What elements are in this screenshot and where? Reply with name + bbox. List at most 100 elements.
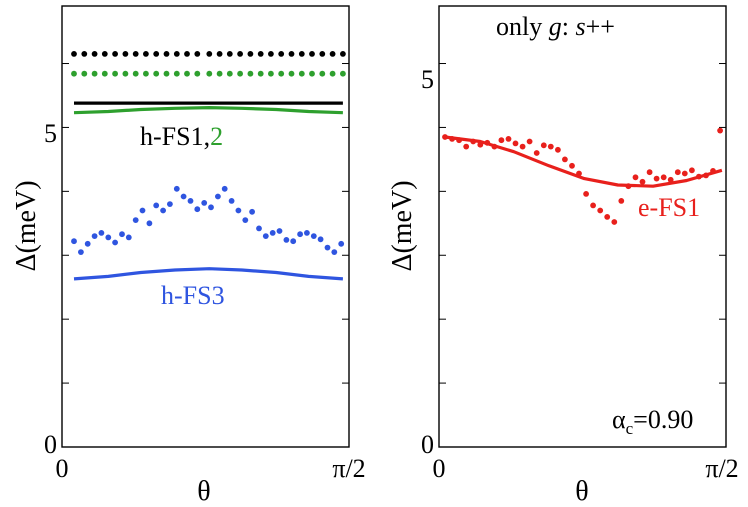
left-point-blue-dotted-h-fs3-discrete-24	[235, 207, 242, 214]
left-point-black-dotted-h-fs1-discrete-25	[329, 51, 336, 57]
right-point-red-dotted-e-fs1-discrete-17	[562, 156, 568, 163]
left-point-green-dotted-h-fs2-discrete-24	[319, 70, 326, 77]
left-point-green-dotted-h-fs2-discrete-15	[226, 70, 233, 77]
right-point-red-dotted-e-fs1-discrete-21	[590, 202, 596, 209]
right-y-axis-label: Δ(meV)	[387, 180, 418, 271]
left-point-blue-dotted-h-fs3-discrete-23	[228, 198, 235, 204]
right-ytick-label-0: 0	[421, 430, 434, 459]
right-x-axis-label: θ	[575, 476, 588, 507]
left-point-black-dotted-h-fs1-discrete-16	[237, 51, 244, 57]
title-part-colon: :	[562, 12, 576, 41]
left-point-green-dotted-h-fs2-discrete-25	[329, 70, 336, 77]
right-point-red-dotted-e-fs1-discrete-35	[689, 167, 695, 174]
left-point-blue-dotted-h-fs3-discrete-13	[160, 207, 167, 214]
left-point-black-dotted-h-fs1-discrete-24	[319, 51, 326, 57]
alpha-subscript: c	[626, 419, 634, 438]
label-h-fs1-text: h-FS1,	[140, 122, 210, 151]
left-point-black-dotted-h-fs1-discrete-9	[163, 51, 170, 57]
right-point-red-dotted-e-fs1-discrete-10	[512, 140, 519, 147]
left-point-green-dotted-h-fs2-discrete-21	[288, 70, 295, 77]
right-point-red-dotted-e-fs1-discrete-22	[597, 207, 604, 214]
left-point-black-dotted-h-fs1-discrete-13	[206, 51, 213, 57]
right-point-red-dotted-e-fs1-discrete-8	[498, 137, 505, 144]
left-point-blue-dotted-h-fs3-discrete-4	[98, 230, 105, 236]
left-point-black-dotted-h-fs1-discrete-22	[298, 51, 305, 57]
left-point-black-dotted-h-fs1-discrete-20	[278, 51, 285, 57]
left-point-blue-dotted-h-fs3-discrete-27	[256, 225, 262, 232]
left-point-blue-dotted-h-fs3-discrete-1	[78, 249, 84, 256]
left-point-blue-dotted-h-fs3-discrete-33	[297, 231, 303, 238]
left-point-blue-dotted-h-fs3-discrete-32	[290, 238, 297, 245]
right-point-red-dotted-e-fs1-discrete-15	[547, 143, 554, 150]
alpha-symbol: α	[612, 405, 626, 434]
title-part-g: g	[549, 12, 562, 41]
left-point-green-dotted-h-fs2-discrete-19	[268, 70, 274, 77]
left-point-blue-dotted-h-fs3-discrete-38	[331, 249, 338, 256]
left-point-blue-dotted-h-fs3-discrete-19	[201, 200, 208, 206]
left-point-green-dotted-h-fs2-discrete-1	[81, 70, 88, 77]
alpha-value: =0.90	[633, 405, 693, 434]
left-point-blue-dotted-h-fs3-discrete-25	[242, 217, 249, 224]
left-point-black-dotted-h-fs1-discrete-10	[173, 51, 180, 57]
right-point-red-dotted-e-fs1-discrete-14	[540, 142, 547, 149]
left-point-blue-dotted-h-fs3-discrete-35	[310, 233, 317, 240]
left-line-h-fs2	[73, 105, 343, 115]
left-point-blue-dotted-h-fs3-discrete-16	[180, 193, 187, 200]
left-point-blue-dotted-h-fs3-discrete-15	[173, 185, 180, 192]
left-point-green-dotted-h-fs2-discrete-11	[184, 70, 190, 77]
left-y-ticks	[62, 63, 349, 448]
left-point-blue-dotted-h-fs3-discrete-21	[215, 193, 221, 200]
right-point-red-dotted-e-fs1-discrete-27	[632, 174, 639, 181]
left-point-green-dotted-h-fs2-discrete-10	[173, 70, 180, 77]
left-point-black-dotted-h-fs1-discrete-17	[247, 51, 254, 57]
right-point-red-dotted-e-fs1-discrete-23	[604, 214, 611, 220]
left-point-blue-dotted-h-fs3-discrete-39	[338, 240, 345, 247]
left-point-green-dotted-h-fs2-discrete-7	[143, 70, 149, 77]
right-xtick-label-0: 0	[433, 454, 446, 483]
left-point-green-dotted-h-fs2-discrete-4	[112, 70, 118, 77]
right-point-red-dotted-e-fs1-discrete-28	[639, 178, 646, 185]
left-point-blue-dotted-h-fs3-discrete-10	[139, 207, 146, 214]
left-point-blue-dotted-h-fs3-discrete-3	[91, 233, 98, 240]
label-h-fs3: h-FS3	[161, 281, 225, 310]
label-fs2-text: 2	[210, 122, 223, 151]
left-point-green-dotted-h-fs2-discrete-17	[247, 70, 254, 77]
left-point-black-dotted-h-fs1-discrete-26	[340, 51, 346, 57]
left-point-black-dotted-h-fs1-discrete-6	[132, 51, 139, 57]
left-point-black-dotted-h-fs1-discrete-14	[216, 51, 223, 57]
right-point-red-dotted-e-fs1-discrete-13	[533, 150, 540, 156]
right-series-group	[442, 127, 723, 225]
left-point-blue-dotted-h-fs3-discrete-5	[105, 234, 112, 241]
left-point-blue-dotted-h-fs3-discrete-22	[221, 185, 228, 192]
right-point-red-dotted-e-fs1-discrete-34	[681, 170, 688, 177]
left-point-black-dotted-h-fs1-discrete-19	[268, 51, 274, 57]
right-point-red-dotted-e-fs1-discrete-33	[674, 169, 681, 176]
left-point-blue-dotted-h-fs3-discrete-37	[324, 244, 331, 251]
right-point-red-dotted-e-fs1-discrete-16	[555, 146, 561, 153]
right-point-red-dotted-e-fs1-discrete-11	[519, 143, 526, 150]
left-xtick-label-pi-half: π/2	[332, 454, 365, 483]
left-point-black-dotted-h-fs1-discrete-0	[71, 51, 77, 57]
left-point-black-dotted-h-fs1-discrete-2	[91, 51, 98, 57]
left-point-green-dotted-h-fs2-discrete-13	[206, 70, 213, 77]
right-point-red-dotted-e-fs1-discrete-24	[611, 219, 618, 225]
left-point-green-dotted-h-fs2-discrete-18	[257, 70, 264, 77]
label-e-fs1: e-FS1	[638, 193, 700, 222]
left-plot-frame	[61, 5, 350, 448]
left-series-group	[71, 51, 346, 281]
left-point-blue-dotted-h-fs3-discrete-7	[119, 231, 125, 238]
left-point-blue-dotted-h-fs3-discrete-11	[146, 220, 153, 227]
left-point-green-dotted-h-fs2-discrete-23	[309, 70, 315, 77]
left-point-blue-dotted-h-fs3-discrete-9	[132, 217, 139, 224]
left-point-green-dotted-h-fs2-discrete-20	[278, 70, 285, 77]
left-point-black-dotted-h-fs1-discrete-15	[226, 51, 233, 57]
left-point-black-dotted-h-fs1-discrete-12	[194, 51, 201, 57]
left-point-green-dotted-h-fs2-discrete-0	[71, 70, 77, 77]
left-point-black-dotted-h-fs1-discrete-18	[257, 51, 264, 57]
right-point-red-dotted-e-fs1-discrete-20	[583, 191, 589, 197]
left-point-green-dotted-h-fs2-discrete-8	[153, 70, 160, 77]
left-point-blue-dotted-h-fs3-discrete-34	[304, 230, 310, 236]
right-point-red-dotted-e-fs1-discrete-39	[717, 127, 723, 134]
left-point-blue-dotted-h-fs3-discrete-12	[153, 202, 160, 209]
right-point-red-dotted-e-fs1-discrete-9	[505, 136, 512, 142]
